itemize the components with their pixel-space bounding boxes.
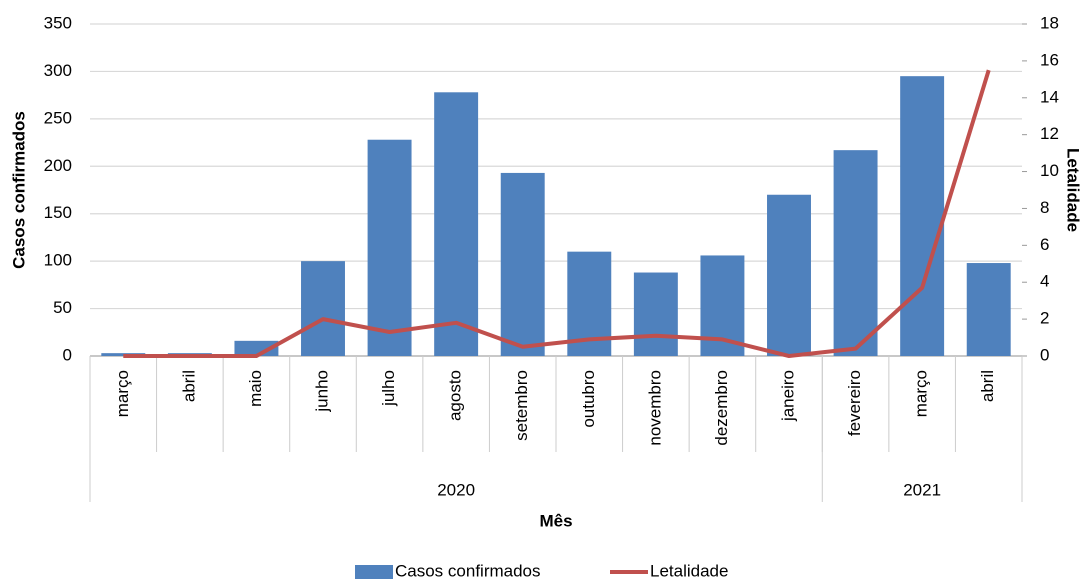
y-tick-label: 150 [44,203,72,222]
x-tick-label: julho [379,370,398,407]
y-tick-label: 250 [44,108,72,127]
x-tick-label: agosto [446,370,465,421]
y2-tick-label: 14 [1040,87,1059,106]
y2-tick-label: 18 [1040,13,1059,32]
y2-tick-label: 6 [1040,235,1049,254]
bar [500,172,545,356]
x-axis-title: Mês [539,511,572,530]
bar [367,139,412,356]
x-tick-label: dezembro [712,370,731,446]
y-tick-label: 50 [53,298,72,317]
bar [434,92,479,356]
y-tick-label: 200 [44,156,72,175]
x-tick-label: abril [179,370,198,402]
y-tick-label: 300 [44,61,72,80]
legend-swatch [355,565,393,579]
y2-tick-label: 16 [1040,50,1059,69]
x-group-label: 2020 [437,480,475,499]
x-tick-label: março [113,370,132,417]
bar [633,272,678,356]
y-axis-title: Casos confirmados [9,111,28,269]
x-tick-label: fevereiro [845,370,864,436]
legend-label: Letalidade [650,561,728,580]
y2-tick-label: 12 [1040,124,1059,143]
x-tick-label: abril [978,370,997,402]
bar [234,340,279,356]
y2-tick-label: 4 [1040,272,1049,291]
line [123,69,991,358]
y-tick-label: 350 [44,13,72,32]
bar [833,150,878,356]
x-tick-label: março [912,370,931,417]
x-tick-label: outubro [579,370,598,428]
bar [301,261,345,356]
bar [767,194,811,356]
y2-tick-label: 0 [1040,345,1049,364]
x-group-label: 2021 [903,480,941,499]
y2-tick-label: 2 [1040,309,1049,328]
y2-axis-title: Letalidade [1064,148,1083,232]
x-tick-label: novembro [645,370,664,446]
y-tick-label: 100 [44,251,72,270]
bar [966,263,1011,356]
y2-tick-label: 8 [1040,198,1049,217]
x-tick-label: setembro [512,370,531,441]
x-tick-label: janeiro [778,370,797,422]
y2-tick-label: 10 [1040,161,1059,180]
x-tick-label: maio [246,370,265,407]
x-tick-label: junho [312,370,331,413]
bar [900,76,945,357]
legend-label: Casos confirmados [395,561,541,580]
y-tick-label: 0 [63,345,72,364]
